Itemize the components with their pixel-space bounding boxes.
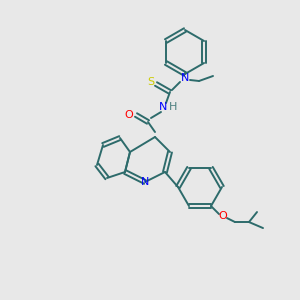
Text: O: O (219, 211, 227, 221)
Text: S: S (147, 77, 155, 87)
Text: N: N (159, 102, 167, 112)
Text: N: N (141, 177, 149, 187)
Text: H: H (169, 102, 177, 112)
Text: O: O (124, 110, 134, 120)
Text: N: N (181, 73, 189, 83)
